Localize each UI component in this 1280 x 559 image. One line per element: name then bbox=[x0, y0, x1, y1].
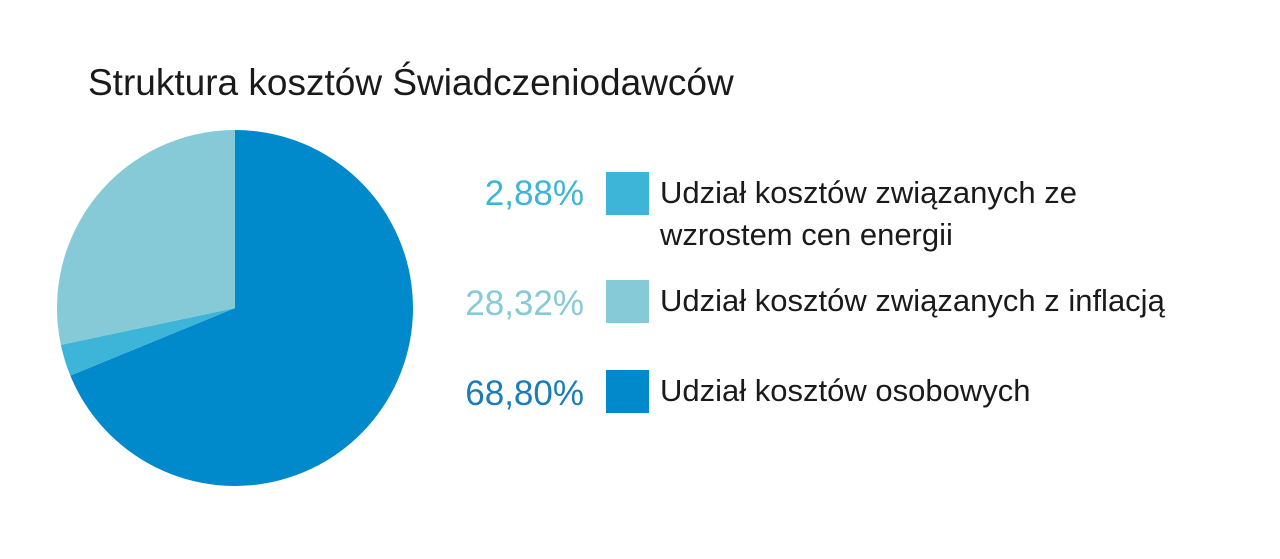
legend-swatch-energy bbox=[606, 172, 649, 215]
legend-label-energy-line2: wzrostem cen energii bbox=[660, 217, 953, 252]
legend-swatch-inflation bbox=[606, 280, 649, 323]
legend-value-inflation: 28,32% bbox=[465, 284, 584, 323]
chart-title: Struktura kosztów Świadczeniodawców bbox=[88, 62, 734, 103]
pie-slice-inflation bbox=[56, 130, 236, 345]
legend-label-personnel: Udział kosztów osobowych bbox=[660, 373, 1031, 408]
pie-slice-personnel bbox=[70, 130, 413, 486]
legend-value-energy: 2,88% bbox=[484, 174, 584, 213]
legend-label-energy: Udział kosztów związanych ze wzrostem ce… bbox=[660, 172, 1260, 256]
legend-swatch-personnel bbox=[606, 370, 649, 413]
legend-label-energy-line1: Udział kosztów związanych ze bbox=[660, 175, 1077, 210]
legend-label-inflation: Udział kosztów związanych z inflacją bbox=[660, 283, 1165, 318]
pie-slice-energy bbox=[60, 308, 236, 376]
pie-chart bbox=[56, 130, 413, 486]
legend-value-personnel: 68,80% bbox=[465, 374, 584, 413]
